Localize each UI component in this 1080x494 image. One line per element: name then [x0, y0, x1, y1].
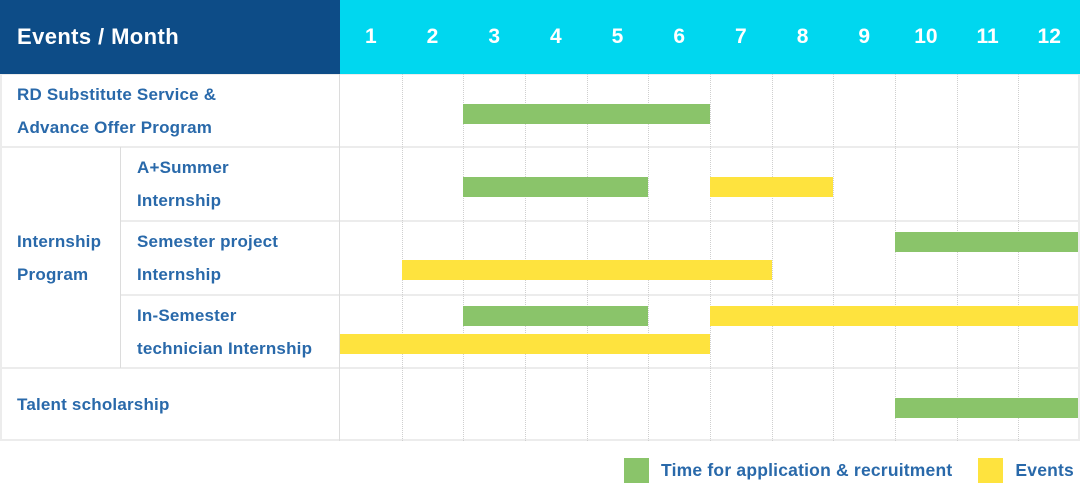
month-label-6: 6 — [673, 25, 686, 48]
bar-event-months-2-7 — [401, 260, 772, 280]
month-gridline — [525, 74, 526, 441]
grid-vline — [1078, 74, 1080, 441]
month-gridline — [587, 74, 588, 441]
row-label-internship-program-group: Internship Program — [0, 147, 120, 368]
grid-vline — [339, 74, 340, 441]
grid-vline — [120, 147, 121, 368]
grid-hline — [0, 146, 1080, 148]
bar-application-months-3-5 — [463, 177, 649, 197]
legend-item-event: Events — [978, 458, 1074, 483]
label-line: A+Summer — [137, 158, 229, 177]
legend-label-application: Time for application & recruitment — [661, 460, 953, 480]
bar-application-months-10-12 — [895, 398, 1078, 418]
bar-event-months-7-12 — [710, 306, 1078, 326]
month-label-10: 10 — [914, 25, 938, 48]
label-line: In-Semester — [137, 305, 237, 325]
bar-application-months-3-5 — [463, 306, 649, 326]
legend-item-application: Time for application & recruitment — [624, 458, 952, 483]
legend: Time for application & recruitment Events — [624, 458, 1074, 483]
month-gridline — [648, 74, 649, 441]
month-gridline — [833, 74, 834, 441]
row-label-semester-project-internship: Semester project Internship — [120, 221, 340, 295]
grid-hline — [120, 294, 1080, 296]
month-label-2: 2 — [426, 25, 439, 48]
grid-hline — [120, 220, 1080, 222]
label-line: technician Internship — [137, 338, 313, 358]
grid-hline — [0, 74, 1080, 75]
month-gridline — [402, 74, 403, 441]
grid-hline — [0, 439, 1080, 441]
month-gridline — [895, 74, 896, 441]
month-gridline — [1018, 74, 1019, 441]
label-line: Semester project — [137, 232, 279, 251]
bar-application-months-10-12 — [895, 232, 1078, 252]
legend-label-event: Events — [1015, 460, 1074, 480]
label-line: Internship — [17, 231, 102, 251]
month-gridline — [463, 74, 464, 441]
month-label-1: 1 — [364, 25, 377, 48]
month-label-8: 8 — [796, 25, 809, 48]
row-label-a-plus-summer-internship: A+Summer Internship — [120, 147, 340, 221]
bar-event-months-1-6 — [340, 334, 710, 354]
label-line: Internship — [137, 265, 222, 284]
month-label-3: 3 — [488, 25, 501, 48]
row-label-talent-scholarship: Talent scholarship — [0, 368, 340, 441]
month-gridline — [710, 74, 711, 441]
label-line: Advance Offer Program — [17, 117, 213, 137]
header-events-month-cell: Events / Month — [0, 0, 340, 74]
month-label-12: 12 — [1037, 25, 1061, 48]
month-label-5: 5 — [611, 25, 624, 48]
month-label-11: 11 — [976, 25, 999, 48]
month-label-4: 4 — [550, 25, 562, 48]
bar-event-months-7-8 — [710, 177, 834, 197]
legend-swatch-application — [624, 458, 650, 483]
label-line: RD Substitute Service & — [17, 84, 217, 104]
bar-application-months-3-6 — [463, 104, 710, 124]
row-label-rd-substitute-advance-offer: RD Substitute Service & Advance Offer Pro… — [0, 74, 340, 147]
header-title: Events / Month — [17, 24, 180, 49]
row-label-in-semester-technician-internship: In-Semester technician Internship — [120, 295, 340, 368]
grid-hline — [0, 367, 1080, 369]
month-header-row: 1 2 3 4 5 6 7 8 9 10 11 12 — [340, 0, 1080, 74]
month-gridline — [772, 74, 773, 441]
month-label-7: 7 — [735, 25, 747, 48]
grid-vline — [0, 74, 2, 441]
month-gridline — [957, 74, 958, 441]
label-line: Talent scholarship — [17, 395, 170, 414]
month-label-9: 9 — [858, 25, 871, 48]
legend-swatch-event — [978, 458, 1004, 483]
label-line: Internship — [137, 191, 222, 210]
label-line: Program — [17, 264, 89, 284]
